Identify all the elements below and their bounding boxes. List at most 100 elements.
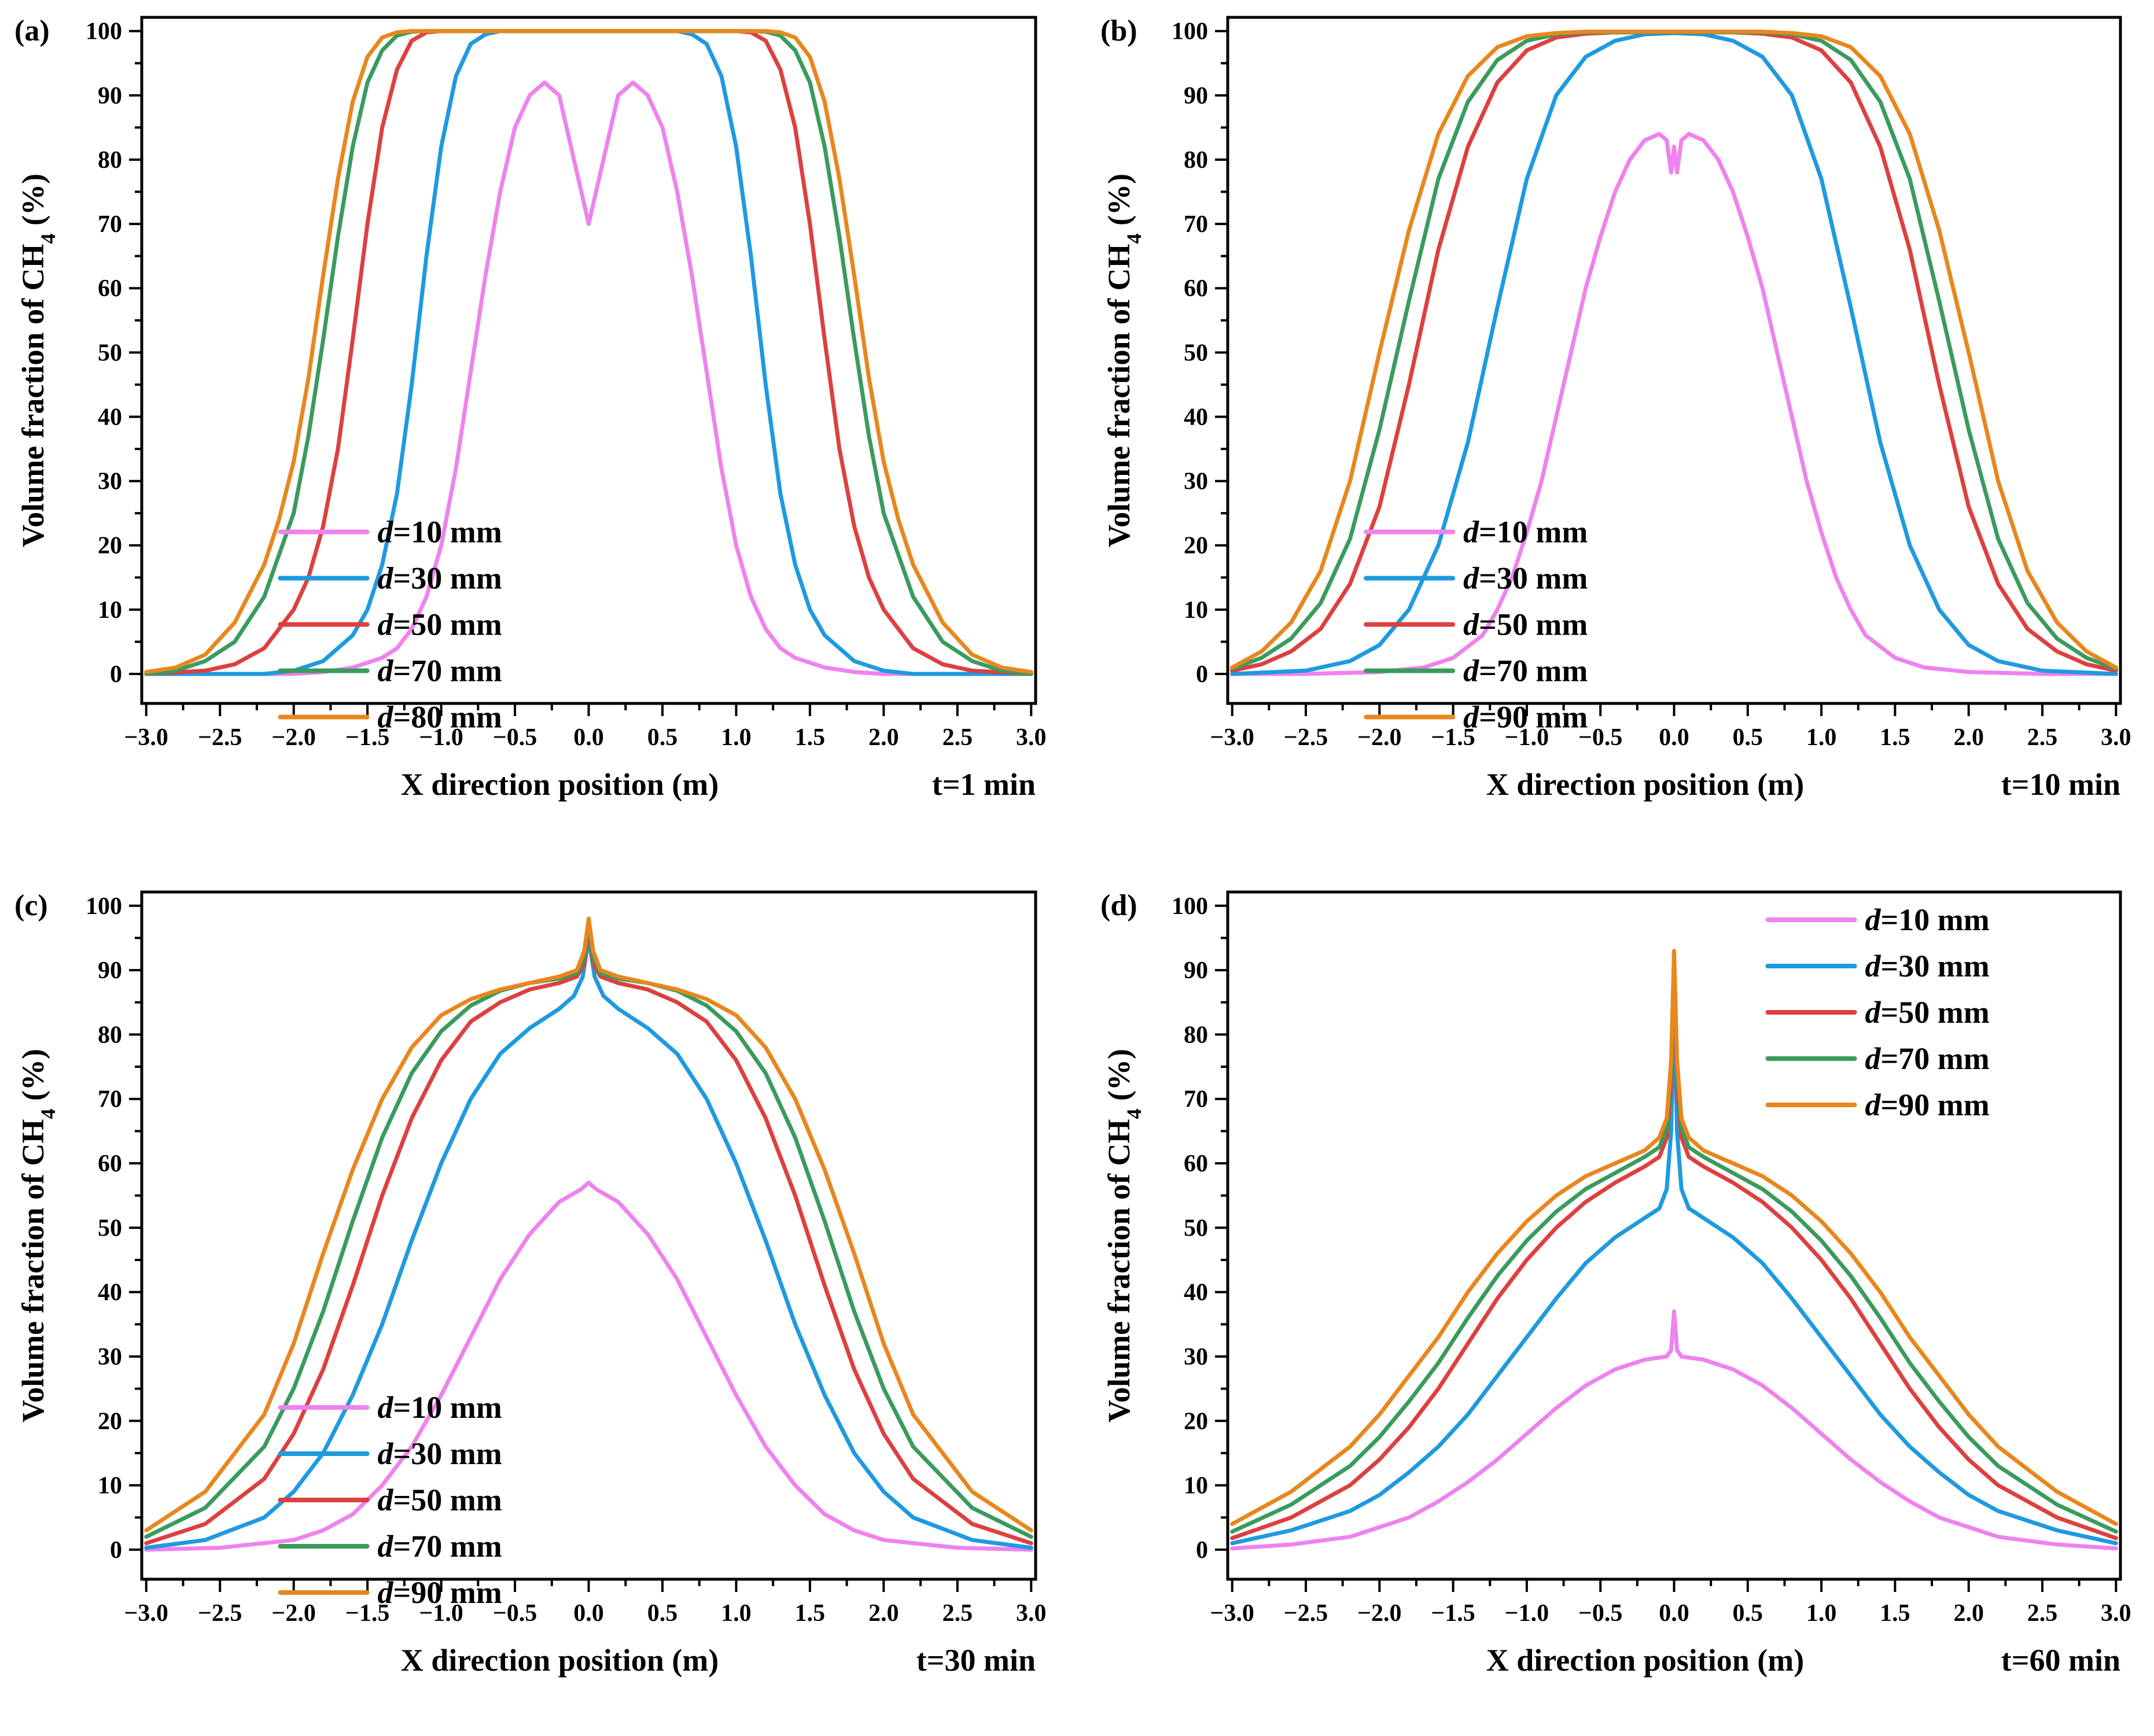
x-tick-label: −2.0 [271, 724, 315, 751]
x-tick-label: 2.5 [942, 724, 973, 751]
x-tick-label: 1.0 [1806, 1600, 1837, 1627]
time-label: t=10 min [2001, 767, 2120, 802]
y-axis-label-main: Volume fraction of CH [1102, 1119, 1136, 1422]
y-tick-label: 0 [110, 661, 122, 688]
legend-label: d=10 mm [377, 515, 502, 550]
y-tick-label: 40 [1184, 1280, 1208, 1306]
panel-letter: (d) [1100, 889, 1137, 922]
legend-label-value: =50 mm [393, 1483, 502, 1517]
legend-label-value: =10 mm [1479, 515, 1588, 550]
legend-label: d=30 mm [377, 561, 502, 596]
series-line-90mm [1230, 949, 2118, 1526]
y-axis-label-units: (%) [16, 174, 50, 233]
legend-label-value: =50 mm [1479, 607, 1588, 642]
time-label: t=1 min [932, 767, 1036, 802]
x-tick-label: −2.5 [1284, 1600, 1328, 1627]
legend-label-variable: d [377, 1575, 393, 1610]
series-line-70mm [144, 920, 1033, 1539]
legend-label-value: =30 mm [1881, 949, 1990, 983]
plot-frame [1226, 890, 2122, 1581]
legend-label: d=10 mm [377, 1390, 502, 1425]
y-tick-label: 60 [1184, 1151, 1208, 1177]
x-tick-label: −1.5 [345, 1600, 389, 1627]
series-line-90mm [1230, 30, 2118, 670]
legend-label-variable: d [1865, 949, 1881, 983]
y-axis-label-units: (%) [1102, 1049, 1136, 1108]
y-tick-label: 30 [1184, 469, 1208, 495]
panel-letter: (a) [14, 14, 50, 47]
y-tick-label: 50 [1184, 340, 1208, 366]
y-tick-label: 50 [98, 340, 122, 366]
legend-label-value: =50 mm [393, 607, 502, 642]
legend-label: d=90 mm [377, 1575, 502, 1610]
x-tick-label: 0.0 [573, 1600, 604, 1627]
x-tick-label: 3.0 [2101, 724, 2131, 751]
legend-label-variable: d [1865, 902, 1881, 937]
y-tick-label: 20 [1184, 533, 1208, 559]
y-axis-label-main: Volume fraction of CH [16, 244, 50, 547]
legend-label: d=70 mm [1865, 1041, 1990, 1076]
x-tick-label: −0.5 [493, 724, 537, 751]
x-tick-label: 1.5 [795, 724, 826, 751]
y-tick-label: 80 [98, 1022, 122, 1048]
legend-label-value: =10 mm [1881, 902, 1990, 937]
x-tick-label: 2.0 [868, 1600, 899, 1627]
x-tick-label: −1.5 [345, 724, 389, 751]
x-tick-label: 1.5 [1880, 724, 1910, 751]
legend-label-value: =90 mm [1479, 700, 1588, 735]
x-tick-label: 0.5 [1733, 724, 1763, 751]
legend-label-value: =90 mm [393, 1575, 502, 1610]
x-tick-label: 3.0 [1016, 1600, 1047, 1627]
x-tick-label: −2.0 [271, 1600, 315, 1627]
legend-label-variable: d [377, 1483, 393, 1517]
legend-label-value: =70 mm [1881, 1041, 1990, 1076]
y-tick-label: 0 [1196, 1537, 1208, 1564]
x-tick-label: 2.0 [1953, 1600, 1984, 1627]
legend-label-variable: d [377, 515, 393, 550]
y-tick-label: 30 [98, 1344, 122, 1370]
legend-label-value: =70 mm [1479, 654, 1588, 688]
legend-label-variable: d [1865, 1088, 1881, 1122]
legend-label: d=50 mm [1463, 607, 1588, 642]
legend-label: d=10 mm [1463, 515, 1588, 550]
series-line-10mm [1230, 132, 2118, 676]
x-tick-label: −2.0 [1357, 1600, 1401, 1627]
y-tick-label: 10 [98, 597, 122, 624]
x-tick-label: −3.0 [124, 1600, 168, 1627]
x-tick-label: 0.0 [573, 724, 604, 751]
y-tick-label: 70 [98, 1086, 122, 1113]
legend-label-variable: d [377, 1436, 393, 1471]
x-tick-label: 0.5 [1733, 1600, 1763, 1627]
legend-label: d=10 mm [1865, 902, 1990, 937]
series-line-10mm [144, 1180, 1033, 1552]
legend-label-value: =30 mm [393, 561, 502, 596]
x-tick-label: 2.0 [1953, 724, 1984, 751]
x-tick-label: −3.0 [1210, 1600, 1254, 1627]
y-tick-label: 60 [1184, 275, 1208, 302]
series-line-10mm [1230, 1309, 2118, 1551]
y-tick-label: 60 [98, 1151, 122, 1177]
y-tick-label: 40 [98, 404, 122, 430]
legend-label: d=90 mm [1463, 700, 1588, 735]
legend-label: d=50 mm [377, 607, 502, 642]
x-axis-label: X direction position (m) [401, 767, 719, 802]
y-axis-label-units: (%) [16, 1049, 50, 1108]
x-tick-label: 2.0 [868, 724, 899, 751]
plot-frame [140, 16, 1037, 705]
chart-panel-1: (a) −3.0 −2.5 −2.0 −1.5 −1.0 −0.5 0.0 0.5 1.0 1.5 2… [14, 14, 1047, 802]
series-line-80mm [144, 29, 1033, 675]
legend-label-variable: d [1463, 607, 1479, 642]
time-label: t=60 min [2001, 1643, 2120, 1678]
x-tick-label: 3.0 [1016, 724, 1047, 751]
y-tick-label: 0 [110, 1537, 122, 1564]
x-tick-label: 2.5 [2027, 1600, 2058, 1627]
series-line-10mm [144, 80, 1033, 676]
x-axis-label: X direction position (m) [1486, 1643, 1805, 1678]
x-tick-label: 1.5 [1880, 1600, 1910, 1627]
y-axis-label: Volume fraction of CH4 (%) [1102, 1049, 1146, 1422]
legend-label: d=30 mm [377, 1436, 502, 1471]
y-tick-label: 70 [1184, 1086, 1208, 1113]
y-tick-label: 80 [1184, 1022, 1208, 1048]
x-tick-label: 1.0 [1806, 724, 1837, 751]
